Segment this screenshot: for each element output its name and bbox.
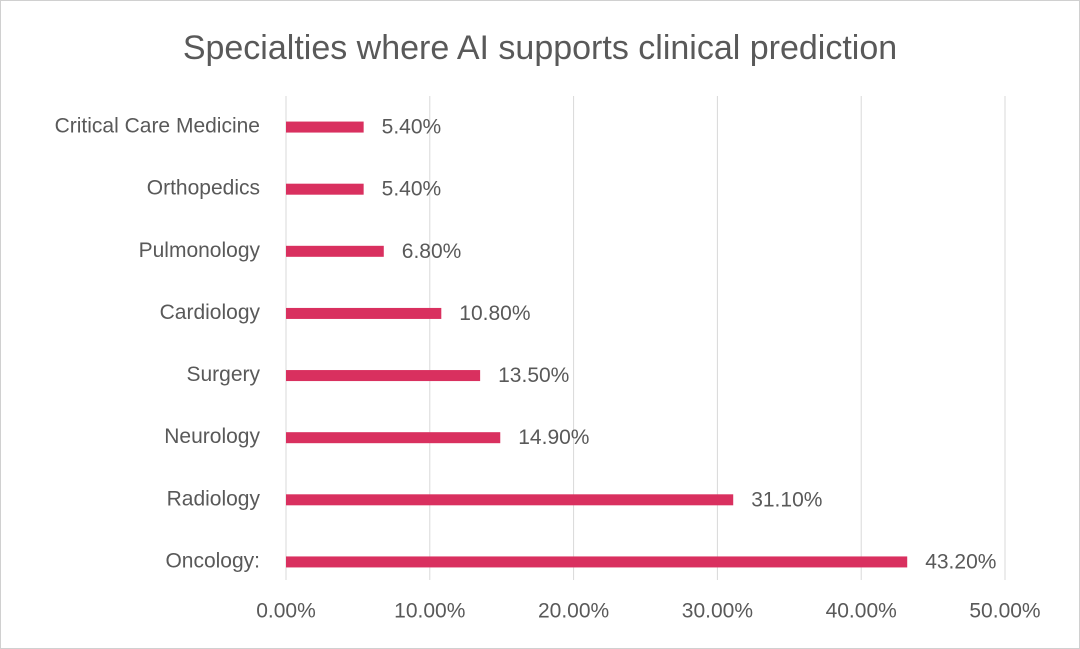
x-tick-label: 0.00% [256, 600, 316, 623]
bar [286, 183, 364, 195]
y-tick-label: Critical Care Medicine [55, 115, 260, 138]
bar [286, 307, 442, 319]
y-tick-label: Oncology: [165, 549, 260, 572]
bar [286, 556, 908, 568]
data-label: 31.10% [751, 488, 822, 511]
data-label: 10.80% [459, 302, 530, 325]
y-tick-label: Surgery [186, 363, 260, 386]
data-label: 6.80% [402, 240, 462, 263]
y-tick-label: Radiology [167, 487, 261, 510]
data-label: 13.50% [498, 364, 569, 387]
data-label: 14.90% [518, 426, 589, 449]
y-tick-label: Neurology [164, 425, 260, 448]
bar [286, 370, 481, 382]
bar [286, 494, 734, 506]
chart-title: Specialties where AI supports clinical p… [183, 29, 897, 67]
y-tick-label: Pulmonology [139, 239, 261, 262]
data-label: 43.20% [925, 550, 996, 573]
x-tick-label: 30.00% [682, 600, 753, 623]
data-label: 5.40% [382, 178, 442, 201]
y-tick-label: Orthopedics [147, 177, 260, 200]
y-tick-label: Cardiology [160, 301, 261, 324]
x-tick-label: 50.00% [969, 600, 1040, 623]
x-tick-label: 20.00% [538, 600, 609, 623]
x-tick-label: 10.00% [394, 600, 465, 623]
bar [286, 245, 384, 257]
bar [286, 432, 501, 444]
bar [286, 121, 364, 133]
x-tick-label: 40.00% [826, 600, 897, 623]
data-label: 5.40% [382, 116, 442, 139]
